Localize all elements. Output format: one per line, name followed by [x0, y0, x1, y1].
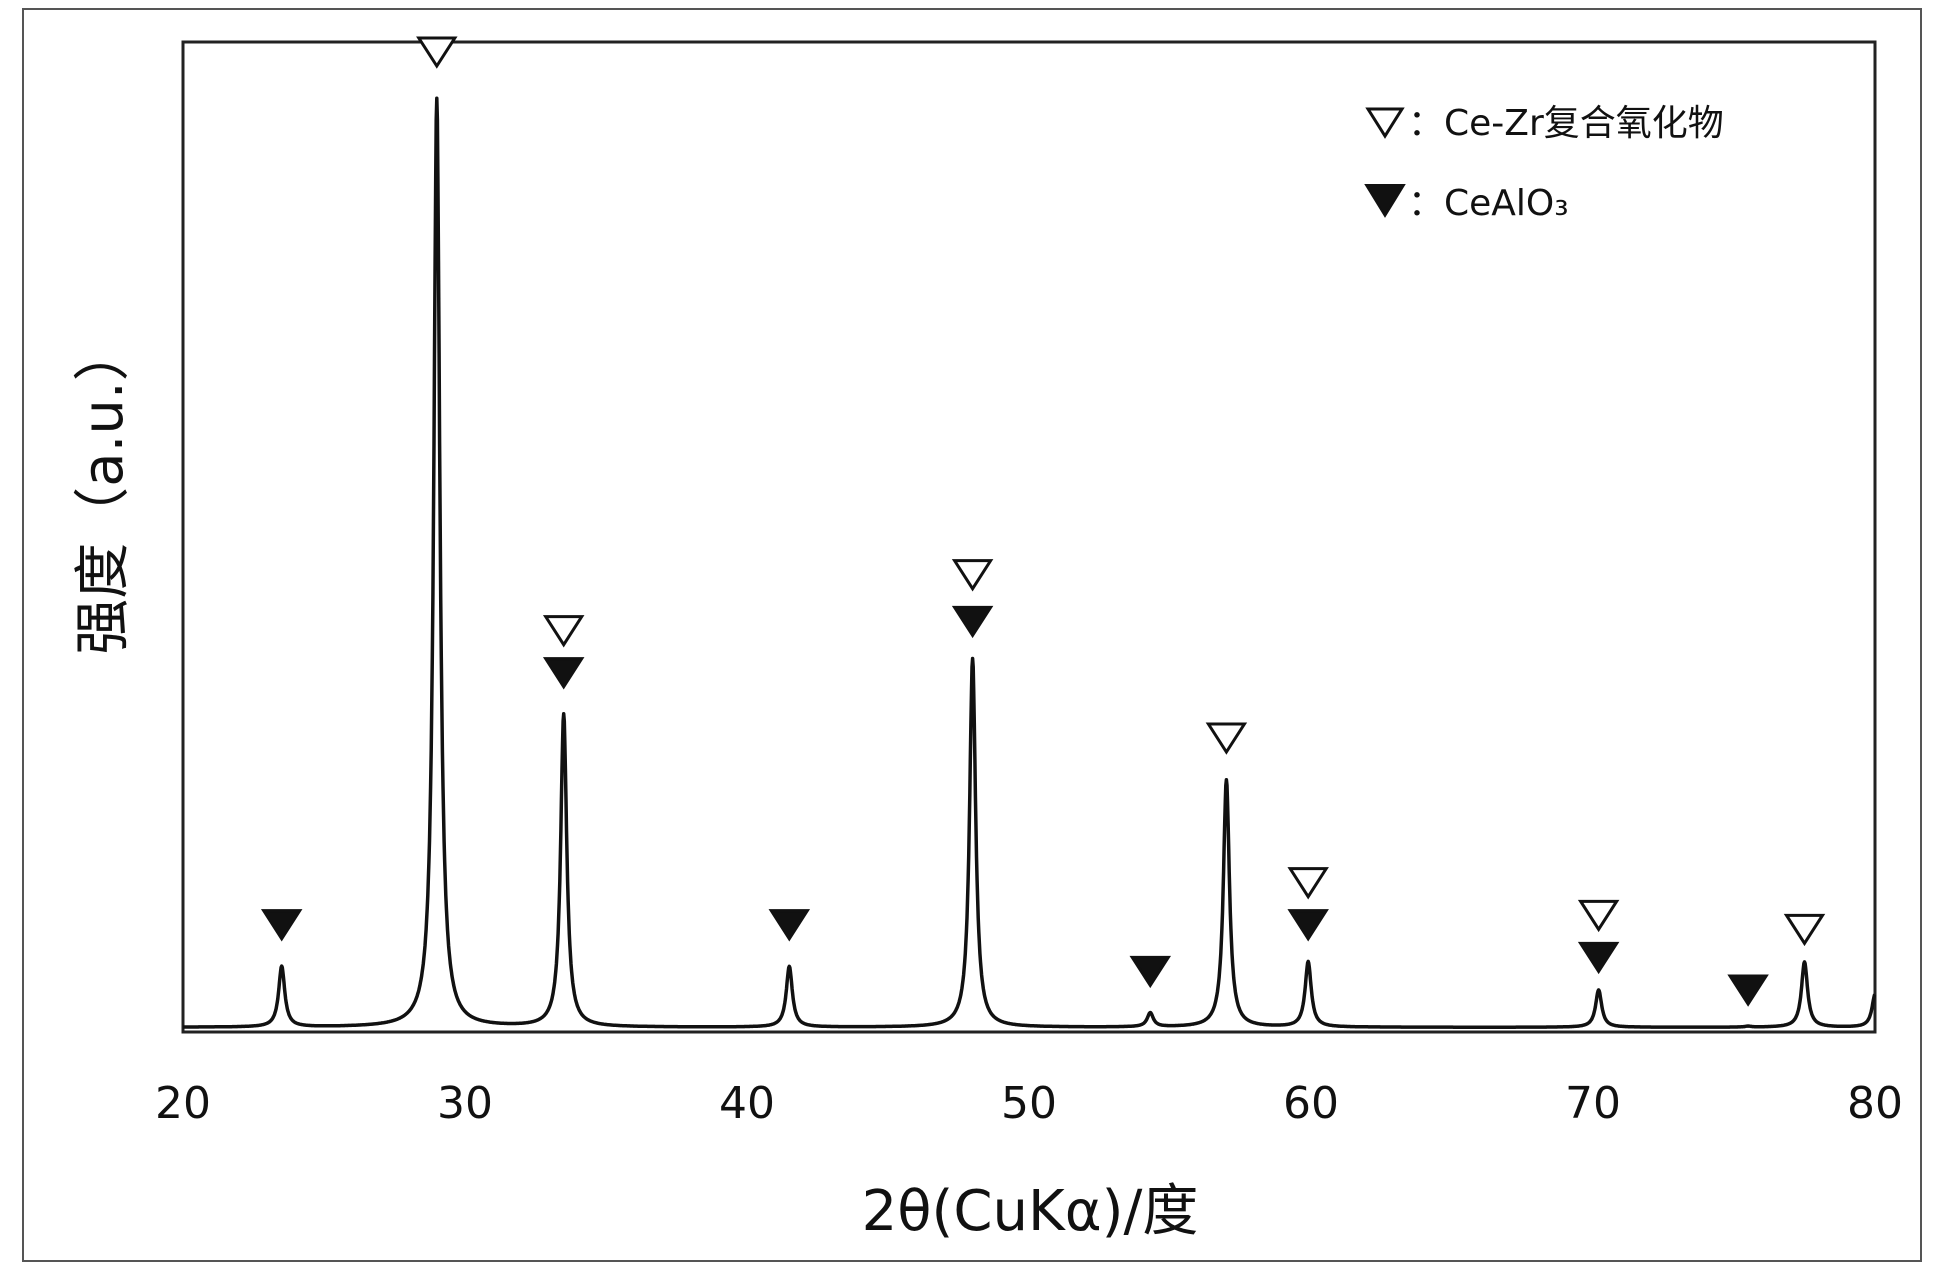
ce-zr-marker-1	[416, 36, 458, 69]
peak-markers	[260, 36, 1826, 1007]
cealo3-marker-13	[1727, 974, 1769, 1007]
legend-open-triangle-icon	[1365, 107, 1405, 139]
legend-label-ce-zr: ：Ce-Zr复合氧化物	[1408, 103, 1724, 144]
legend: ：Ce-Zr复合氧化物 ：CeAlO₃	[1364, 103, 1724, 224]
ce-zr-marker-14	[1783, 913, 1826, 947]
ce-zr-marker-8	[1205, 722, 1248, 755]
ce-zr-marker-11	[1577, 899, 1620, 933]
ce-zr-marker-5	[951, 559, 994, 592]
x-tick-label-20: 20	[155, 1078, 211, 1129]
cealo3-marker-6	[951, 605, 994, 639]
y-axis-title: 强度（a.u.）	[71, 325, 136, 654]
x-tick-label-40: 40	[719, 1078, 775, 1129]
x-tick-label-80: 80	[1847, 1078, 1903, 1129]
cealo3-marker-0	[260, 909, 303, 942]
ce-zr-marker-9	[1287, 867, 1329, 900]
cealo3-marker-3	[542, 657, 585, 690]
cealo3-marker-4	[768, 909, 811, 942]
x-tick-label-50: 50	[1001, 1078, 1057, 1129]
cealo3-marker-12	[1577, 941, 1620, 975]
figure-frame	[22, 8, 1922, 1262]
xrd-pattern-line	[181, 96, 1877, 1029]
cealo3-marker-7	[1129, 955, 1172, 989]
legend-filled-triangle-icon	[1364, 184, 1406, 218]
ce-zr-marker-2	[542, 615, 585, 648]
x-tick-label-70: 70	[1565, 1078, 1621, 1129]
x-tick-labels: 20 30 40 50 60 70 80	[155, 1078, 1903, 1129]
x-tick-label-60: 60	[1283, 1078, 1339, 1129]
x-axis-title: 2θ(CuKα)/度	[862, 1179, 1199, 1244]
cealo3-marker-10	[1287, 909, 1329, 942]
plot-area	[181, 40, 1877, 1034]
legend-label-cealo3: ：CeAlO₃	[1408, 183, 1569, 224]
x-tick-label-30: 30	[437, 1078, 493, 1129]
